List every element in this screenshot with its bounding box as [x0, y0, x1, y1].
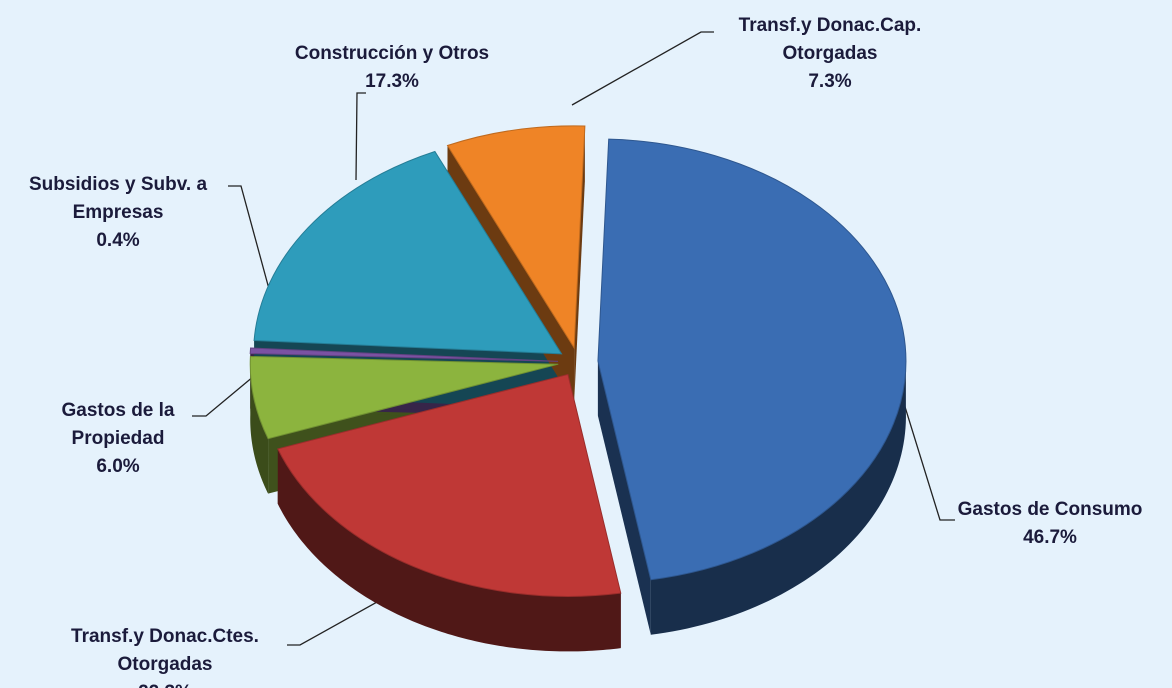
- leader-line: [287, 596, 387, 646]
- category-name: Construcción y Otros: [294, 43, 490, 64]
- value-label: 7.3%: [808, 71, 852, 92]
- slice-radial-wall: [597, 361, 651, 635]
- value-label: 6.0%: [96, 456, 140, 477]
- value-label: 0.4%: [96, 230, 140, 251]
- slice-label: Gastos de la Propiedad 6.0%: [38, 397, 198, 481]
- slice-label: Subsidios y Subv. a Empresas 0.4%: [3, 171, 233, 255]
- category-name: Gastos de Consumo: [957, 499, 1143, 520]
- slice-label: Transf.y Donac.Ctes. Otorgadas 22.3%: [35, 623, 295, 688]
- leader-line: [571, 31, 714, 106]
- slice: [249, 347, 559, 362]
- category-name: Subsidios y Subv. a Empresas: [28, 174, 208, 223]
- slice-label: Construcción y Otros 17.3%: [257, 40, 527, 96]
- category-name: Transf.y Donac.Ctes. Otorgadas: [71, 626, 259, 675]
- value-label: 22.3%: [35, 679, 295, 688]
- category-name: Transf.y Donac.Cap. Otorgadas: [738, 15, 922, 64]
- category-name: Gastos de la Propiedad: [61, 400, 175, 449]
- slice-label: Transf.y Donac.Cap. Otorgadas 7.3%: [705, 12, 955, 96]
- leader-line: [355, 92, 366, 181]
- slice: [446, 125, 586, 350]
- slice-side: [250, 359, 269, 494]
- slice-side: [277, 448, 621, 652]
- outer-walls: [250, 356, 906, 652]
- slice-tops: [249, 125, 907, 597]
- slice: [253, 150, 563, 355]
- slice: [597, 138, 907, 581]
- value-label: 17.3%: [365, 71, 419, 92]
- leader-line: [192, 365, 267, 417]
- slice: [249, 355, 559, 440]
- value-label: 46.7%: [1023, 527, 1077, 548]
- leader-line: [892, 367, 955, 521]
- slice-side: [650, 356, 906, 635]
- leader-line: [228, 185, 273, 301]
- slice-radial-wall: [574, 126, 585, 403]
- slice-label: Gastos de Consumo 46.7%: [930, 496, 1170, 552]
- slice: [277, 373, 622, 597]
